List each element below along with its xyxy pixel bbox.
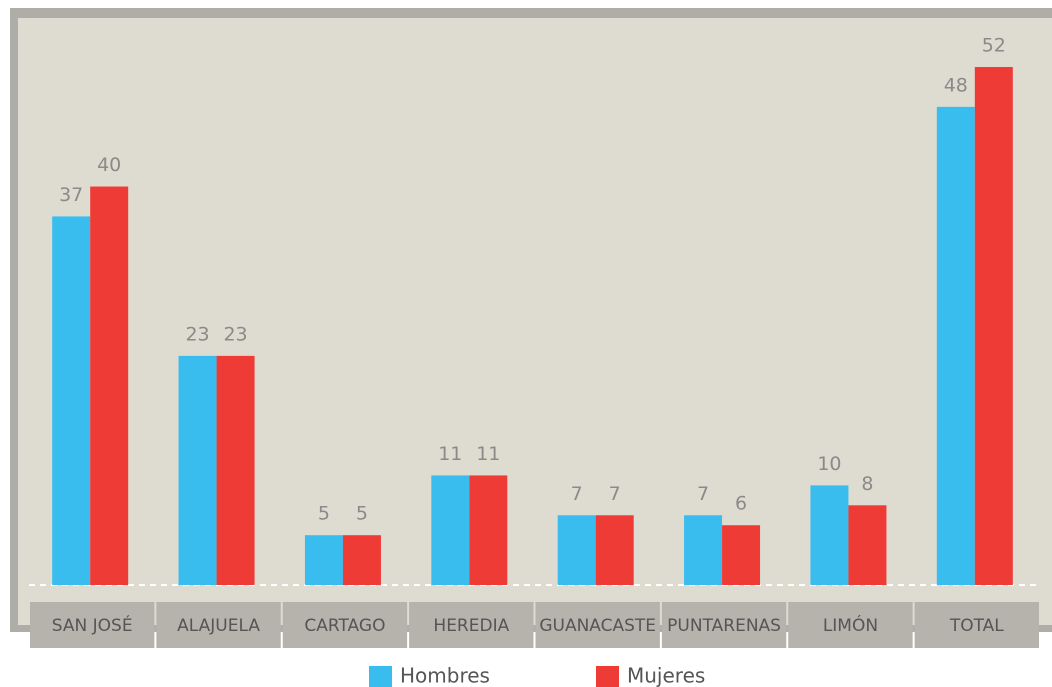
value-label: 7	[609, 483, 621, 505]
legend-label: Hombres	[400, 664, 490, 687]
value-label: 10	[817, 453, 841, 475]
x-tick-label: PUNTARENAS	[667, 616, 781, 636]
bar	[304, 535, 343, 585]
value-label: 23	[185, 323, 209, 345]
value-label: 40	[97, 154, 121, 176]
value-label: 23	[223, 323, 247, 345]
bar	[469, 475, 508, 585]
bar	[431, 475, 470, 585]
value-label: 11	[438, 443, 462, 465]
category-box	[914, 602, 1039, 648]
category-box	[156, 602, 281, 648]
bar	[936, 106, 975, 585]
x-tick-label: LIMÓN	[823, 614, 878, 636]
bar	[557, 515, 596, 585]
bar	[52, 216, 91, 585]
category-box	[282, 602, 408, 648]
value-label: 7	[571, 483, 583, 505]
value-label: 6	[735, 493, 747, 515]
bar	[90, 186, 129, 586]
value-label: 5	[318, 503, 330, 525]
x-tick-label: ALAJUELA	[177, 616, 260, 636]
panel	[18, 18, 1052, 625]
value-label: 5	[356, 503, 368, 525]
category-box	[535, 602, 660, 648]
legend-swatch	[596, 666, 619, 687]
value-label: 52	[982, 35, 1006, 57]
value-label: 48	[944, 74, 968, 96]
x-tick-label: CARTAGO	[304, 616, 385, 636]
category-box	[30, 602, 155, 648]
bar	[722, 525, 761, 585]
bar	[342, 535, 381, 585]
x-tick-label: HEREDIA	[433, 616, 509, 636]
x-tick-label: SAN JOSÉ	[52, 614, 133, 636]
category-box	[788, 602, 913, 648]
x-tick-label: GUANACASTE	[539, 616, 656, 636]
bar	[684, 515, 723, 585]
x-tick-label: TOTAL	[949, 616, 1004, 636]
bar	[595, 515, 634, 585]
bar	[216, 355, 255, 585]
value-label: 11	[476, 443, 500, 465]
value-label: 7	[697, 483, 709, 505]
bar	[848, 505, 887, 585]
category-box	[661, 602, 787, 648]
bar	[178, 355, 217, 585]
bar	[974, 67, 1013, 585]
category-box	[409, 602, 534, 648]
value-label: 8	[861, 473, 873, 495]
legend-swatch	[369, 666, 392, 687]
legend-label: Mujeres	[627, 664, 705, 687]
bar	[810, 485, 849, 585]
value-label: 37	[59, 184, 83, 206]
